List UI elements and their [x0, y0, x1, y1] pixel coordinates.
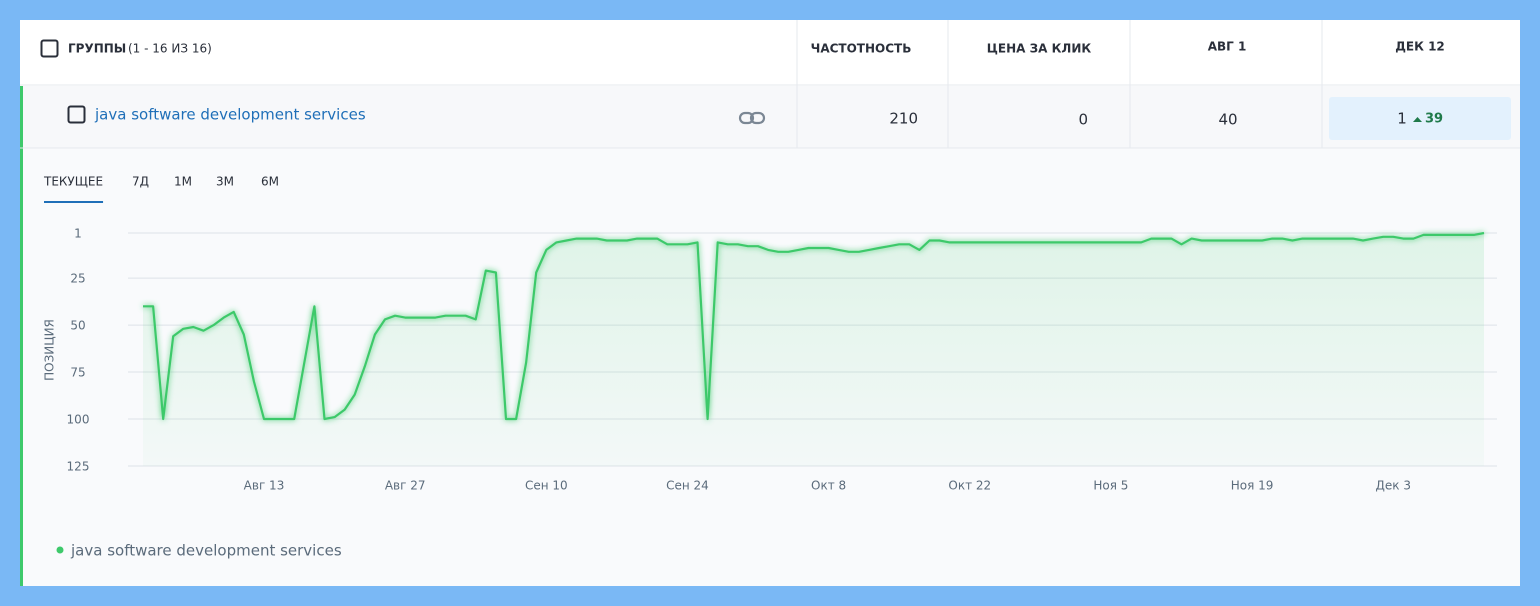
- area: [143, 233, 1484, 466]
- tab[interactable]: 7Д: [132, 175, 149, 189]
- y-tick-label: 25: [70, 272, 85, 286]
- cell-value: 210: [889, 110, 918, 128]
- link-icon[interactable]: [738, 111, 766, 125]
- legend-marker: [56, 546, 64, 554]
- x-tick-label: Ноя 19: [1231, 479, 1274, 493]
- column-header[interactable]: АВГ 1: [1208, 40, 1247, 54]
- group-count: (1 - 16 ИЗ 16): [128, 42, 212, 56]
- line: [143, 231, 1485, 421]
- up-arrow: [1413, 117, 1422, 122]
- checkbox[interactable]: [40, 39, 59, 58]
- group-label: ГРУППЫ: [68, 42, 126, 56]
- cell-value: 40: [1218, 111, 1237, 129]
- x-tick-label: Окт 8: [811, 479, 846, 493]
- y-tick-label: 1: [74, 227, 82, 241]
- tab[interactable]: ТЕКУЩЕЕ: [43, 175, 103, 189]
- x-tick-label: Ноя 5: [1093, 479, 1128, 493]
- y-axis-label: ПОЗИЦИЯ: [43, 319, 57, 381]
- row-accent: [20, 86, 23, 586]
- highlight-cell: [1329, 97, 1511, 140]
- y-tick-label: 50: [70, 319, 85, 333]
- tab[interactable]: 1М: [174, 175, 192, 189]
- tab[interactable]: 6М: [261, 175, 279, 189]
- x-tick-label: Дек 3: [1376, 479, 1411, 493]
- cell-value: 0: [1078, 111, 1088, 129]
- x-tick-label: Авг 27: [385, 479, 426, 493]
- cell-value: 1: [1397, 110, 1407, 128]
- x-tick-label: Авг 13: [244, 479, 285, 493]
- x-tick-label: Сен 10: [525, 479, 568, 493]
- checkbox[interactable]: [67, 105, 86, 124]
- column-dividers: [796, 20, 1323, 148]
- change-value: 39: [1425, 112, 1443, 127]
- keyword-link[interactable]: java software development services: [94, 106, 366, 124]
- row-bg: [20, 86, 1520, 148]
- x-tick-label: Сен 24: [666, 479, 709, 493]
- y-tick-label: 100: [67, 413, 90, 427]
- x-tick-label: Окт 22: [948, 479, 991, 493]
- legend-label[interactable]: java software development services: [70, 542, 342, 560]
- tabs: ТЕКУЩЕЕ 7Д 1М 3М 6М: [43, 175, 279, 203]
- column-header[interactable]: ЧАСТОТНОСТЬ: [811, 42, 912, 56]
- column-header[interactable]: ЦЕНА ЗА КЛИК: [987, 42, 1092, 56]
- tab-underline: [44, 201, 104, 203]
- y-tick-label: 75: [70, 366, 85, 380]
- column-header[interactable]: ДЕК 12: [1395, 40, 1445, 54]
- tab[interactable]: 3М: [216, 175, 234, 189]
- y-tick-label: 125: [67, 460, 90, 474]
